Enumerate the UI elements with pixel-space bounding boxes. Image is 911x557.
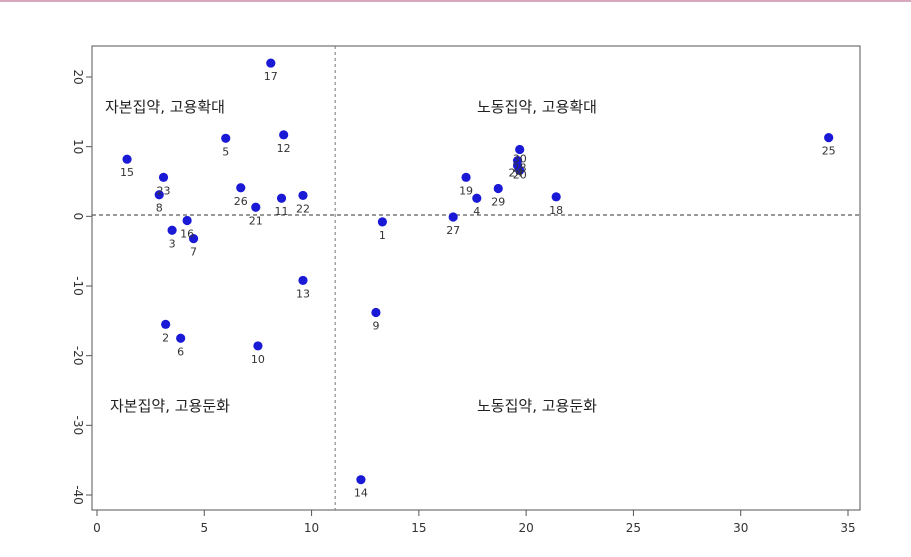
data-point-label: 19 (459, 184, 473, 197)
data-point (183, 216, 192, 225)
data-point (494, 184, 503, 193)
data-point-label: 14 (354, 487, 368, 500)
x-tick-label: 35 (840, 521, 855, 535)
data-point (378, 217, 387, 226)
data-point (122, 155, 131, 164)
data-point-label: 7 (190, 246, 197, 259)
data-point-label: 10 (251, 353, 265, 366)
data-point (221, 134, 230, 143)
y-tick-label: 10 (71, 139, 85, 154)
x-tick-label: 30 (733, 521, 748, 535)
data-point-label: 3 (169, 237, 176, 250)
data-point-label: 26 (234, 195, 248, 208)
quadrant-label-bottom-left: 자본집약, 고용둔화 (110, 397, 230, 415)
quadrant-label-top-left: 자본집약, 고용확대 (105, 98, 225, 116)
data-point-label: 5 (222, 145, 229, 158)
data-point-label: 2 (162, 331, 169, 344)
data-point-label: 18 (549, 204, 563, 217)
y-tick-label: 20 (71, 69, 85, 84)
x-tick-label: 20 (519, 521, 534, 535)
top-divider-rule (0, 0, 911, 2)
data-point (552, 192, 561, 201)
y-tick-label: 0 (71, 213, 85, 221)
y-axis: -40 -30 -20 -10 0 10 20 (71, 69, 92, 504)
data-point (236, 183, 245, 192)
data-point-label: 22 (296, 202, 310, 215)
data-point (279, 130, 288, 139)
data-point (176, 334, 185, 343)
data-point-label: 16 (180, 228, 194, 241)
x-tick-label: 10 (304, 521, 319, 535)
data-point-label: 27 (446, 224, 460, 237)
data-point-label: 15 (120, 166, 134, 179)
data-point-label: 25 (822, 145, 836, 158)
data-points: 1234567891011121314151617181920212223242… (120, 58, 836, 499)
quadrant-label-bottom-right: 노동집약, 고용둔화 (477, 397, 597, 415)
data-point-label: 6 (177, 345, 184, 358)
x-tick-label: 25 (626, 521, 641, 535)
data-point (449, 212, 458, 221)
x-tick-label: 15 (411, 521, 426, 535)
data-point (266, 58, 275, 67)
data-point-label: 23 (157, 184, 171, 197)
data-point (251, 203, 260, 212)
data-point-label: 11 (275, 205, 289, 218)
y-tick-label: -30 (71, 416, 85, 436)
y-tick-label: -10 (71, 276, 85, 296)
data-point-label: 13 (296, 287, 310, 300)
data-point-label: 30 (513, 152, 527, 165)
data-point-label: 4 (473, 205, 480, 218)
x-axis: 0 5 10 15 20 25 30 35 (93, 510, 855, 535)
data-point-label: 12 (277, 142, 291, 155)
data-point (253, 341, 262, 350)
data-point (461, 173, 470, 182)
data-point-label: 17 (264, 70, 278, 83)
quadrant-labels: 자본집약, 고용확대 노동집약, 고용확대 자본집약, 고용둔화 노동집약, 고… (105, 98, 597, 415)
data-point (298, 191, 307, 200)
x-tick-label: 5 (200, 521, 208, 535)
data-point (824, 133, 833, 142)
data-point-label: 9 (372, 319, 379, 332)
data-point-label: 21 (249, 214, 263, 227)
x-tick-label: 0 (93, 521, 101, 535)
y-tick-label: -20 (71, 346, 85, 366)
data-point-label: 1 (379, 229, 386, 242)
data-point (159, 173, 168, 182)
data-point (356, 475, 365, 484)
data-point-label: 8 (156, 202, 163, 215)
data-point (472, 194, 481, 203)
quadrant-label-top-right: 노동집약, 고용확대 (477, 98, 597, 116)
data-point (298, 276, 307, 285)
data-point (161, 320, 170, 329)
data-point (371, 308, 380, 317)
data-point-label: 29 (491, 195, 505, 208)
data-point (168, 226, 177, 235)
data-point (277, 194, 286, 203)
y-tick-label: -40 (71, 485, 85, 505)
